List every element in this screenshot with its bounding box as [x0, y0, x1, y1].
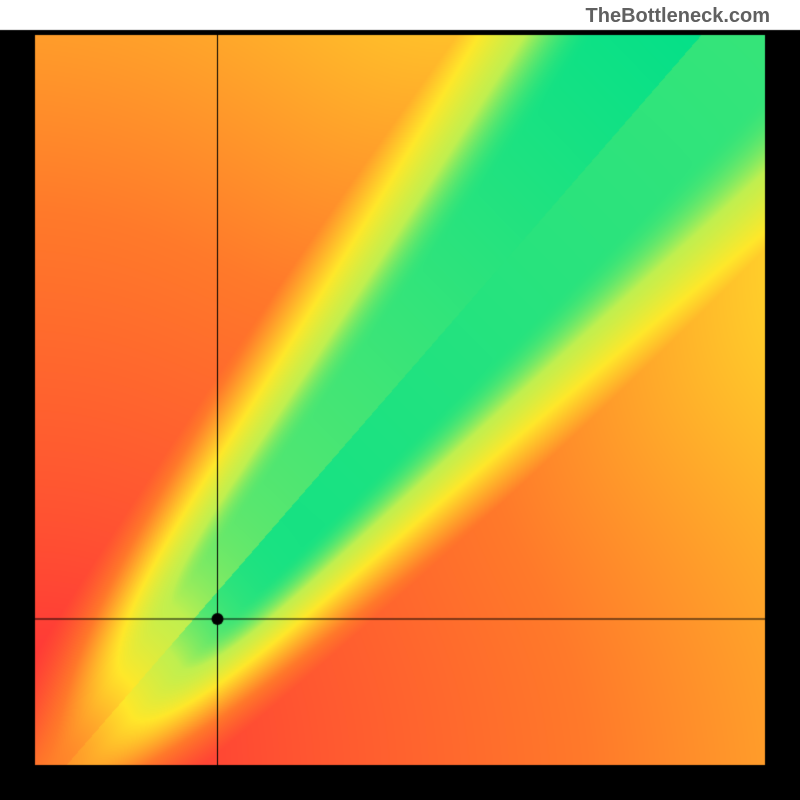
chart-container: TheBottleneck.com	[0, 0, 800, 800]
attribution-label: TheBottleneck.com	[586, 5, 770, 28]
heatmap-canvas	[0, 0, 800, 800]
